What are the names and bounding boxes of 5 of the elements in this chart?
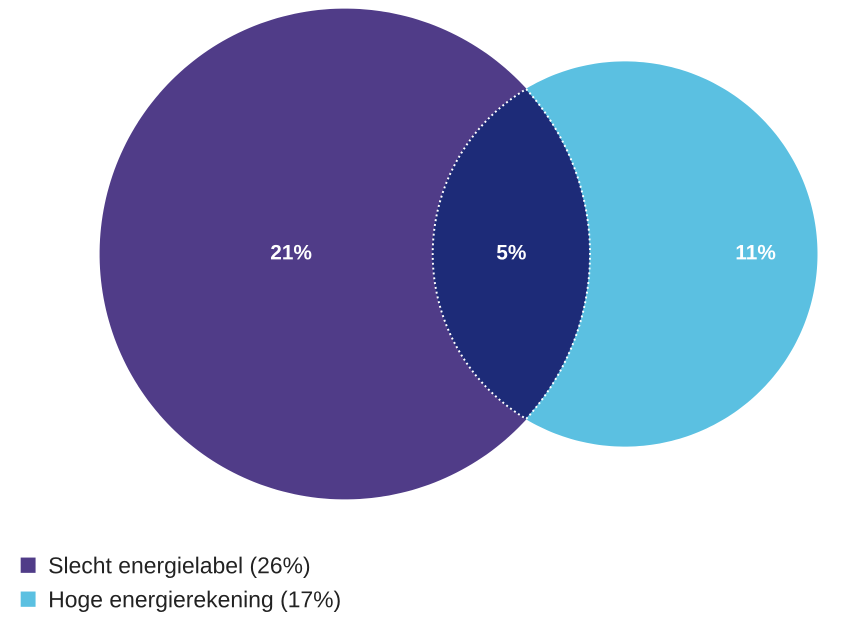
- data-label: 5%: [496, 244, 526, 260]
- category-label: Slecht energielabel (26%): [49, 556, 310, 578]
- data-label: 11%: [736, 244, 776, 260]
- data-label: 21%: [270, 244, 312, 260]
- category-label: Hoge energierekening (17%): [50, 590, 340, 612]
